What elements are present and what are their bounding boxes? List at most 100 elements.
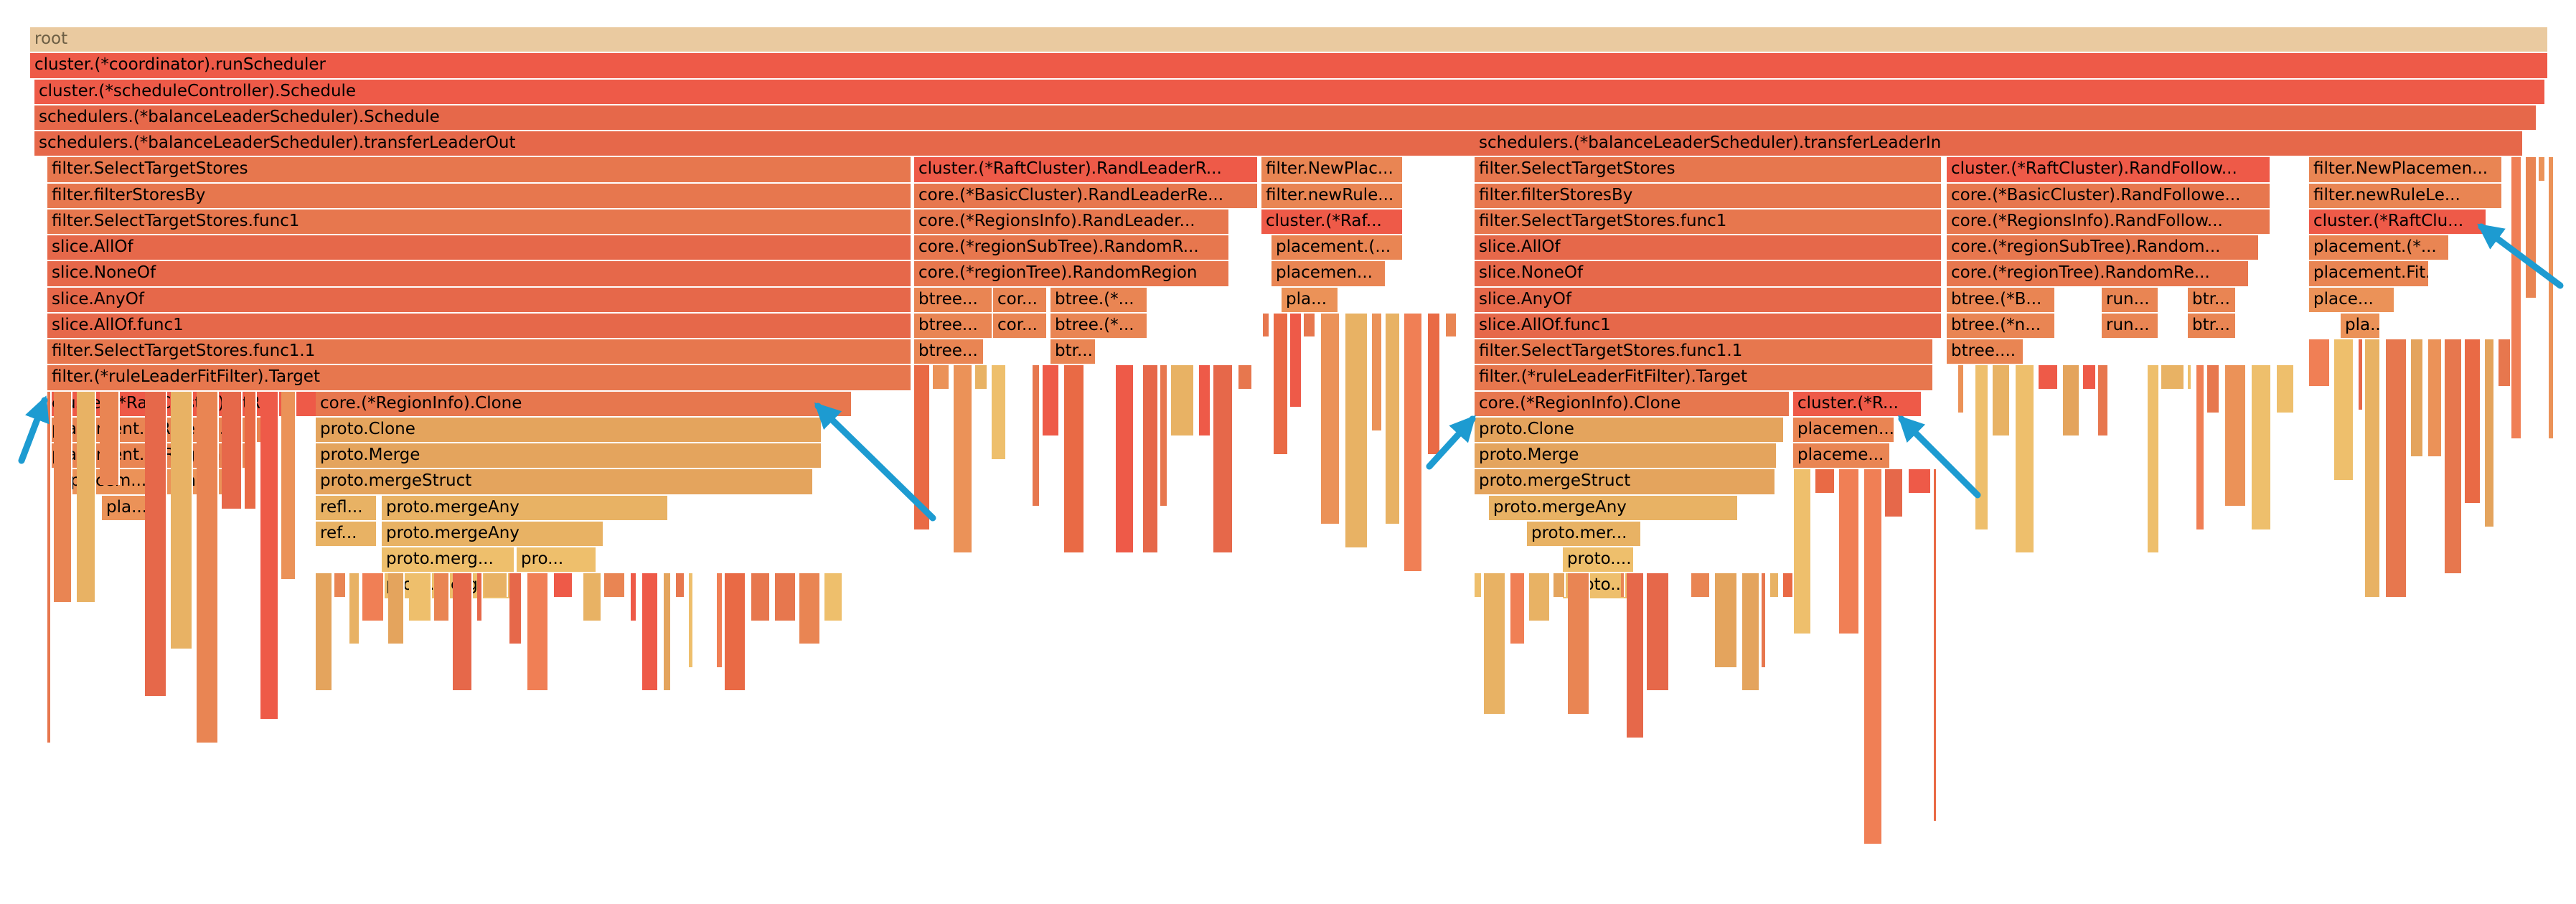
narrow-frame[interactable] bbox=[509, 573, 522, 644]
narrow-frame[interactable] bbox=[1033, 365, 1040, 506]
narrow-frame[interactable] bbox=[1116, 365, 1134, 553]
narrow-frame[interactable] bbox=[2445, 339, 2463, 574]
narrow-frame[interactable] bbox=[1783, 573, 1794, 597]
frame[interactable]: btree.(*... bbox=[1050, 287, 1148, 314]
narrow-frame[interactable] bbox=[2098, 365, 2109, 436]
narrow-frame[interactable] bbox=[362, 573, 385, 621]
frame[interactable]: slice.NoneOf bbox=[47, 261, 912, 288]
narrow-frame[interactable] bbox=[2225, 365, 2247, 506]
narrow-frame[interactable] bbox=[1993, 365, 2011, 436]
frame[interactable]: slice.AllOf.func1 bbox=[1475, 313, 1942, 339]
narrow-frame[interactable] bbox=[676, 573, 685, 597]
frame[interactable]: proto.... bbox=[1563, 547, 1635, 574]
narrow-frame[interactable] bbox=[77, 391, 96, 603]
narrow-frame[interactable] bbox=[2148, 365, 2160, 553]
narrow-frame[interactable] bbox=[933, 365, 950, 389]
narrow-frame[interactable] bbox=[1263, 313, 1270, 337]
narrow-frame[interactable] bbox=[477, 573, 483, 621]
narrow-frame[interactable] bbox=[775, 573, 796, 621]
narrow-frame[interactable] bbox=[171, 391, 193, 649]
narrow-frame[interactable] bbox=[717, 573, 723, 667]
frame[interactable]: filter.filterStoresBy bbox=[1475, 183, 1942, 209]
frame[interactable]: btr... bbox=[1050, 339, 1096, 366]
narrow-frame[interactable] bbox=[751, 573, 771, 621]
frame[interactable]: placemen... bbox=[1271, 261, 1386, 288]
frame[interactable]: proto.Clone bbox=[316, 417, 822, 443]
narrow-frame[interactable] bbox=[316, 573, 333, 691]
narrow-frame[interactable] bbox=[2196, 365, 2205, 529]
narrow-frame[interactable] bbox=[1304, 313, 1316, 337]
narrow-frame[interactable] bbox=[1274, 313, 1289, 454]
frame[interactable]: core.(*RegionInfo).Clone bbox=[316, 391, 852, 418]
frame[interactable]: proto.mergeStruct bbox=[1475, 469, 1776, 496]
frame[interactable]: core.(*BasicCluster).RandFollowe... bbox=[1947, 183, 2271, 209]
narrow-frame[interactable] bbox=[1386, 313, 1401, 524]
narrow-frame[interactable] bbox=[1715, 573, 1738, 667]
narrow-frame[interactable] bbox=[222, 391, 243, 509]
frame[interactable]: proto.mergeAny bbox=[382, 495, 669, 522]
narrow-frame[interactable] bbox=[2188, 365, 2192, 389]
frame[interactable]: proto.mer... bbox=[1527, 521, 1642, 547]
narrow-frame[interactable] bbox=[484, 573, 508, 597]
narrow-frame[interactable] bbox=[47, 391, 52, 743]
frame[interactable]: filter.newRuleLe... bbox=[2309, 183, 2503, 209]
narrow-frame[interactable] bbox=[725, 573, 746, 691]
narrow-frame[interactable] bbox=[975, 365, 988, 389]
frame[interactable]: filter.(*ruleLeaderFitFilter).Target bbox=[1475, 365, 1934, 392]
frame[interactable]: placement.(... bbox=[1271, 235, 1404, 262]
narrow-frame[interactable] bbox=[846, 573, 847, 597]
narrow-frame[interactable] bbox=[2083, 365, 2097, 389]
frame[interactable]: filter.newRule... bbox=[1261, 183, 1404, 209]
frame[interactable]: slice.AnyOf bbox=[1475, 287, 1942, 314]
narrow-frame[interactable] bbox=[1647, 573, 1670, 691]
narrow-frame[interactable] bbox=[1171, 365, 1195, 436]
frame[interactable]: btr... bbox=[2188, 313, 2237, 339]
narrow-frame[interactable] bbox=[1372, 313, 1383, 430]
frame[interactable]: placeme... bbox=[1793, 443, 1891, 470]
narrow-frame[interactable] bbox=[409, 573, 432, 621]
narrow-frame[interactable] bbox=[824, 573, 843, 621]
frame[interactable]: schedulers.(*balanceLeaderScheduler).tra… bbox=[1475, 131, 2524, 158]
narrow-frame[interactable] bbox=[260, 391, 279, 720]
frame[interactable]: ref... bbox=[316, 521, 377, 547]
narrow-frame[interactable] bbox=[1160, 365, 1168, 506]
frame[interactable]: proto.mergeAny bbox=[382, 521, 604, 547]
frame[interactable]: filter.SelectTargetStores.func1 bbox=[1475, 209, 1942, 235]
frame[interactable]: core.(*RegionInfo).Clone bbox=[1475, 391, 1790, 418]
frame[interactable]: btree.(*... bbox=[1050, 313, 1148, 339]
narrow-frame[interactable] bbox=[453, 573, 473, 691]
narrow-frame[interactable] bbox=[664, 573, 672, 691]
frame[interactable]: core.(*RegionsInfo).RandLeader... bbox=[914, 209, 1230, 235]
narrow-frame[interactable] bbox=[1475, 573, 1482, 597]
frame[interactable]: filter.NewPlacemen... bbox=[2309, 157, 2503, 184]
narrow-frame[interactable] bbox=[642, 573, 659, 691]
narrow-frame[interactable] bbox=[1553, 573, 1566, 597]
frame[interactable]: core.(*regionTree).RandomRegion bbox=[914, 261, 1230, 288]
frame[interactable]: filter.SelectTargetStores.func1 bbox=[47, 209, 912, 235]
narrow-frame[interactable] bbox=[2365, 339, 2381, 597]
frame[interactable]: slice.AllOf bbox=[1475, 235, 1942, 262]
narrow-frame[interactable] bbox=[349, 573, 360, 644]
frame[interactable]: slice.AnyOf bbox=[47, 287, 912, 314]
narrow-frame[interactable] bbox=[1345, 313, 1368, 547]
narrow-frame[interactable] bbox=[2252, 365, 2272, 529]
narrow-frame[interactable] bbox=[2511, 157, 2522, 438]
narrow-frame[interactable] bbox=[554, 573, 573, 597]
frame[interactable]: proto.mergeStruct bbox=[316, 469, 814, 496]
narrow-frame[interactable] bbox=[1529, 573, 1551, 621]
narrow-frame[interactable] bbox=[145, 391, 167, 696]
frame[interactable]: cluster.(*scheduleController).Schedule bbox=[34, 79, 2546, 105]
frame[interactable]: proto.merg... bbox=[382, 547, 515, 574]
narrow-frame[interactable] bbox=[1909, 469, 1932, 493]
frame[interactable]: core.(*regionSubTree).Random... bbox=[1947, 235, 2260, 262]
narrow-frame[interactable] bbox=[799, 573, 821, 644]
narrow-frame[interactable] bbox=[2386, 339, 2407, 597]
frame[interactable]: btree... bbox=[914, 287, 993, 314]
frame[interactable]: filter.SelectTargetStores bbox=[1475, 157, 1942, 184]
narrow-frame[interactable] bbox=[1043, 365, 1060, 436]
frame[interactable]: cor... bbox=[993, 287, 1048, 314]
narrow-frame[interactable] bbox=[2063, 365, 2080, 436]
frame[interactable]: core.(*regionTree).RandomRe... bbox=[1947, 261, 2250, 288]
narrow-frame[interactable] bbox=[1484, 573, 1506, 714]
narrow-frame[interactable] bbox=[197, 391, 219, 743]
